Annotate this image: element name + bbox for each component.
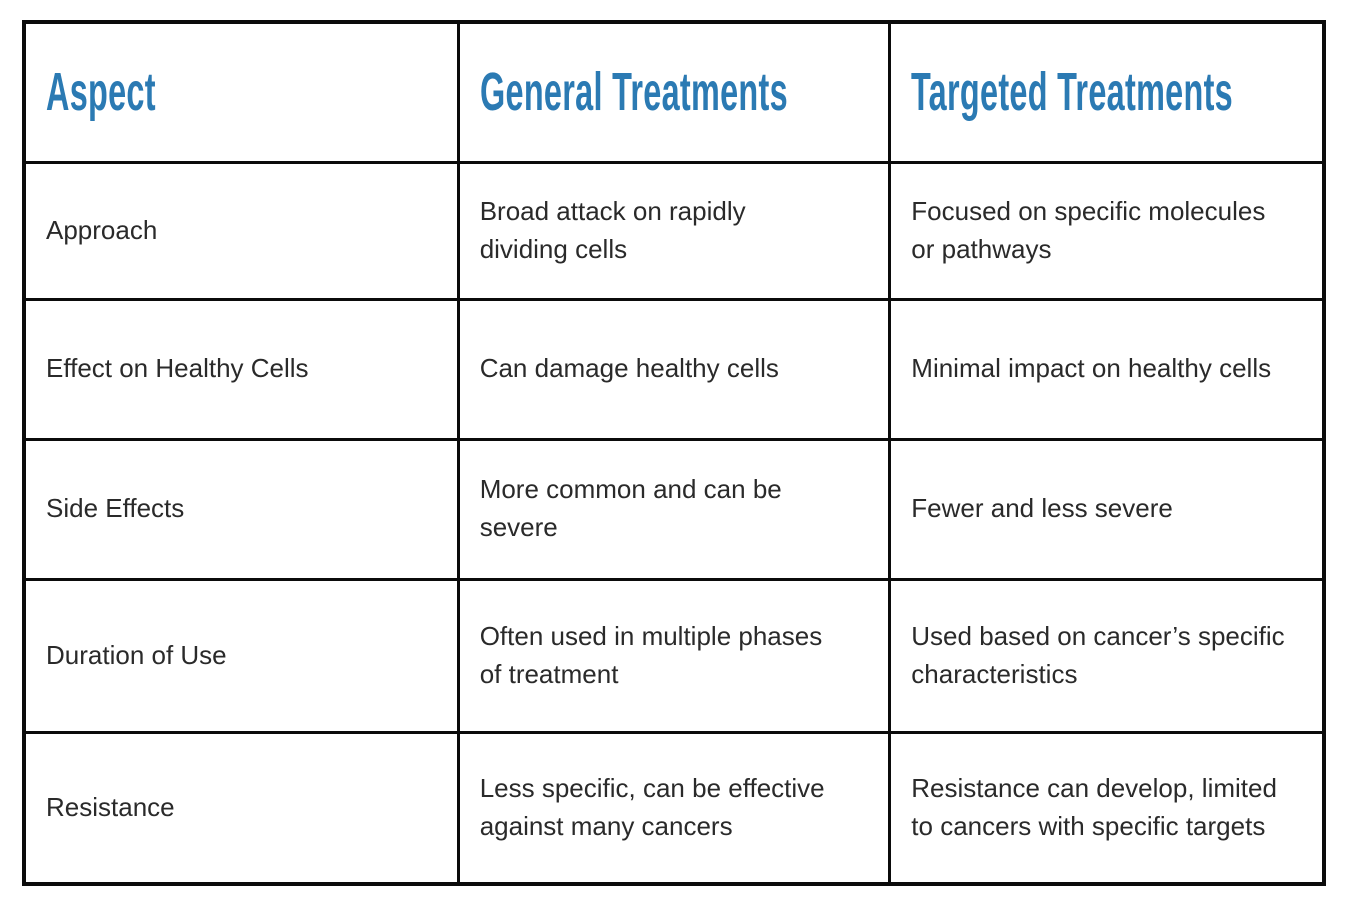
column-header-general-treatments: General Treatments <box>456 20 892 164</box>
cell-targeted-treatments: Focused on specific molecules or pathway… <box>888 160 1326 301</box>
cell-general-text: Broad attack on rapidly dividing cells <box>479 195 746 264</box>
cell-targeted-text: Minimal impact on healthy cells <box>911 353 1272 384</box>
cell-general-treatments: Less specific, can be effective against … <box>456 730 892 886</box>
cell-general-text: More common and can be severe <box>479 474 782 542</box>
cell-targeted-treatments: Used based on cancer’s specific characte… <box>888 577 1326 734</box>
table-row-approach: Approach Broad attack on rapidly dividin… <box>22 160 1326 301</box>
cell-targeted-treatments: Resistance can develop, limited to cance… <box>888 730 1326 886</box>
column-header-aspect: Aspect <box>22 20 460 164</box>
table-row-effect-on-healthy-cells: Effect on Healthy Cells Can damage healt… <box>22 297 1326 441</box>
column-header-targeted-treatments-label: Targeted Treatments <box>911 61 1234 122</box>
column-header-targeted-treatments: Targeted Treatments <box>888 20 1326 164</box>
cell-general-treatments: Broad attack on rapidly dividing cells <box>456 160 892 301</box>
cell-targeted-text: Focused on specific molecules or pathway… <box>911 195 1266 264</box>
cell-general-treatments: More common and can be severe <box>456 437 892 581</box>
cell-aspect-text: Side Effects <box>46 493 185 524</box>
cell-general-treatments: Can damage healthy cells <box>456 297 892 441</box>
cell-aspect-text: Duration of Use <box>46 639 227 670</box>
cell-aspect-text: Effect on Healthy Cells <box>46 353 309 384</box>
treatments-comparison-table: Aspect General Treatments Targeted Treat… <box>22 20 1326 886</box>
table-row-resistance: Resistance Less specific, can be effecti… <box>22 730 1326 886</box>
cell-targeted-text: Fewer and less severe <box>911 493 1173 524</box>
cell-aspect: Approach <box>22 160 460 301</box>
table-row-duration-of-use: Duration of Use Often used in multiple p… <box>22 577 1326 734</box>
cell-aspect: Duration of Use <box>22 577 460 734</box>
table-row-side-effects: Side Effects More common and can be seve… <box>22 437 1326 581</box>
table-header-row: Aspect General Treatments Targeted Treat… <box>22 20 1326 164</box>
cell-targeted-text: Resistance can develop, limited to cance… <box>911 773 1277 841</box>
cell-general-text: Less specific, can be effective against … <box>479 773 825 841</box>
cell-general-treatments: Often used in multiple phases of treatme… <box>456 577 892 734</box>
cell-aspect: Resistance <box>22 730 460 886</box>
cell-aspect: Side Effects <box>22 437 460 581</box>
cell-aspect-text: Approach <box>46 214 158 245</box>
cell-targeted-treatments: Minimal impact on healthy cells <box>888 297 1326 441</box>
column-header-general-treatments-label: General Treatments <box>479 61 788 122</box>
cell-aspect: Effect on Healthy Cells <box>22 297 460 441</box>
cell-general-text: Can damage healthy cells <box>479 353 779 384</box>
cell-general-text: Often used in multiple phases of treatme… <box>479 620 823 689</box>
cell-targeted-treatments: Fewer and less severe <box>888 437 1326 581</box>
comparison-table-container: Aspect General Treatments Targeted Treat… <box>22 20 1326 886</box>
cell-targeted-text: Used based on cancer’s specific characte… <box>911 620 1285 689</box>
column-header-aspect-label: Aspect <box>46 61 156 122</box>
cell-aspect-text: Resistance <box>46 791 175 822</box>
